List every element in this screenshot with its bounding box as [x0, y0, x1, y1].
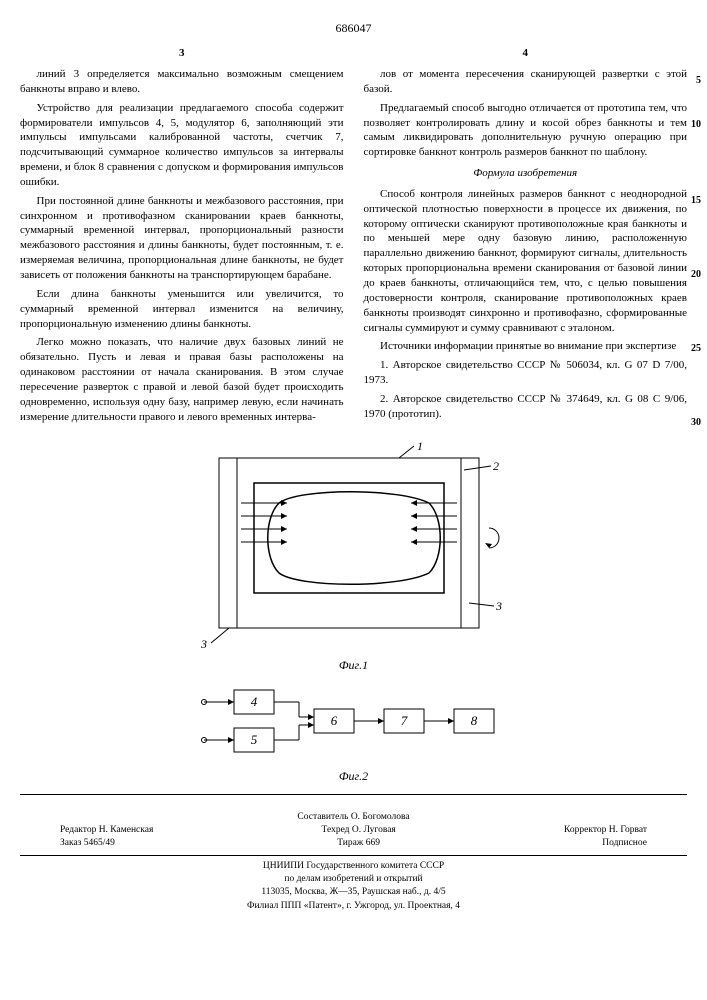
para: Устройство для реализации предлагаемого … [20, 101, 344, 190]
svg-text:2: 2 [493, 459, 499, 473]
footer-order: Заказ 5465/49 [60, 837, 115, 850]
para: Способ контроля линейных размеров банкно… [364, 187, 688, 335]
doc-number: 686047 [20, 20, 687, 36]
fig2-label: Фиг.2 [20, 768, 687, 784]
para: Предлагаемый способ выгодно отличается о… [364, 101, 688, 160]
footer-subscription: Подписное [602, 837, 647, 850]
svg-text:5: 5 [250, 732, 257, 747]
para: Легко можно показать, что наличие двух б… [20, 335, 344, 424]
footer-tech: Техред О. Луговая [322, 824, 396, 837]
footer: Составитель О. Богомолова Редактор Н. Ка… [20, 811, 687, 913]
two-column-body: 3 линий 3 определяется максимально возмо… [20, 46, 687, 428]
line-num: 10 [691, 118, 701, 132]
right-column: 5 10 15 20 25 30 4 лов от момента пересе… [364, 46, 688, 428]
fig1-label: Фиг.1 [20, 657, 687, 673]
svg-text:7: 7 [400, 713, 407, 728]
svg-text:1: 1 [417, 439, 423, 453]
line-num: 5 [696, 74, 701, 88]
svg-text:3: 3 [495, 599, 502, 613]
footer-corrector: Корректор Н. Горват [564, 824, 647, 837]
line-num: 20 [691, 268, 701, 282]
divider [20, 855, 687, 856]
para: линий 3 определяется максимально возможн… [20, 67, 344, 97]
svg-text:3: 3 [200, 637, 207, 651]
formula-title: Формула изобретения [364, 166, 688, 181]
left-column: 3 линий 3 определяется максимально возмо… [20, 46, 344, 428]
para: При постоянной длине банкноты и межбазов… [20, 194, 344, 283]
figure-2: 4 5 6 7 8 [184, 684, 524, 764]
para: Если длина банкноты уменьшится или увели… [20, 287, 344, 332]
right-col-number: 4 [364, 46, 688, 61]
footer-addr2: Филиал ППП «Патент», г. Ужгород, ул. Про… [20, 900, 687, 913]
figure-1: 1 2 3 3 [194, 438, 514, 653]
para: 1. Авторское свидетельство СССР № 506034… [364, 358, 688, 388]
footer-org2: по делам изобретений и открытий [20, 873, 687, 886]
svg-text:8: 8 [470, 713, 477, 728]
figures-area: 1 2 3 3 Фиг.1 4 5 6 7 8 Фиг.2 [20, 438, 687, 783]
divider [20, 794, 687, 795]
svg-text:4: 4 [250, 694, 257, 709]
line-num: 30 [691, 416, 701, 430]
line-num: 25 [691, 342, 701, 356]
footer-addr: 113035, Москва, Ж—35, Раушская наб., д. … [20, 886, 687, 899]
footer-tirage: Тираж 669 [337, 837, 380, 850]
line-num: 15 [691, 194, 701, 208]
footer-editor: Редактор Н. Каменская [60, 824, 153, 837]
para: 2. Авторское свидетельство СССР № 374649… [364, 392, 688, 422]
left-col-number: 3 [20, 46, 344, 61]
footer-org: ЦНИИПИ Государственного комитета СССР [20, 860, 687, 873]
svg-text:6: 6 [330, 713, 337, 728]
footer-composer: Составитель О. Богомолова [20, 811, 687, 824]
para: Источники информации принятые во внимани… [364, 339, 688, 354]
para: лов от момента пересечения сканирующей р… [364, 67, 688, 97]
